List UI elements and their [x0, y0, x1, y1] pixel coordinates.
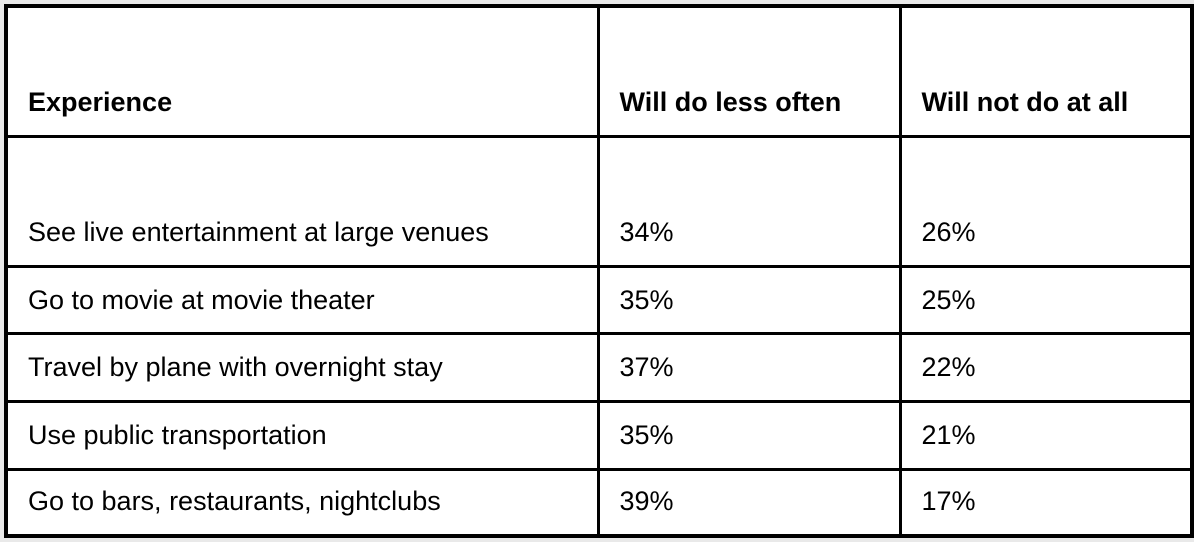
table-row: Use public transportation 35% 21% — [4, 400, 1194, 471]
cell-less-often-value: 35% — [596, 400, 902, 471]
cell-experience: Travel by plane with overnight stay — [4, 332, 600, 404]
cell-not-at-all-value: 21% — [898, 400, 1194, 471]
cell-not-at-all-value: 17% — [898, 467, 1194, 538]
cell-less-often-value: 34% — [596, 134, 902, 268]
header-will-not-do-at-all: Will not do at all — [898, 4, 1194, 138]
cell-less-often-value: 39% — [596, 467, 902, 538]
header-experience: Experience — [4, 4, 600, 138]
cell-experience: Use public transportation — [4, 400, 600, 471]
table-row: See live entertainment at large venues 3… — [4, 134, 1194, 268]
table-header-row: Experience Will do less often Will not d… — [4, 4, 1194, 138]
header-will-do-less-often: Will do less often — [596, 4, 902, 138]
cell-not-at-all-value: 25% — [898, 264, 1194, 336]
experience-impact-table: Experience Will do less often Will not d… — [4, 4, 1194, 538]
cell-experience: See live entertainment at large venues — [4, 134, 600, 268]
table-row: Travel by plane with overnight stay 37% … — [4, 332, 1194, 404]
cell-not-at-all-value: 26% — [898, 134, 1194, 268]
cell-less-often-value: 37% — [596, 332, 902, 404]
cell-not-at-all-value: 22% — [898, 332, 1194, 404]
cell-less-often-value: 35% — [596, 264, 902, 336]
table-row: Go to movie at movie theater 35% 25% — [4, 264, 1194, 336]
cell-experience: Go to movie at movie theater — [4, 264, 600, 336]
table-row: Go to bars, restaurants, nightclubs 39% … — [4, 467, 1194, 538]
cell-experience: Go to bars, restaurants, nightclubs — [4, 467, 600, 538]
